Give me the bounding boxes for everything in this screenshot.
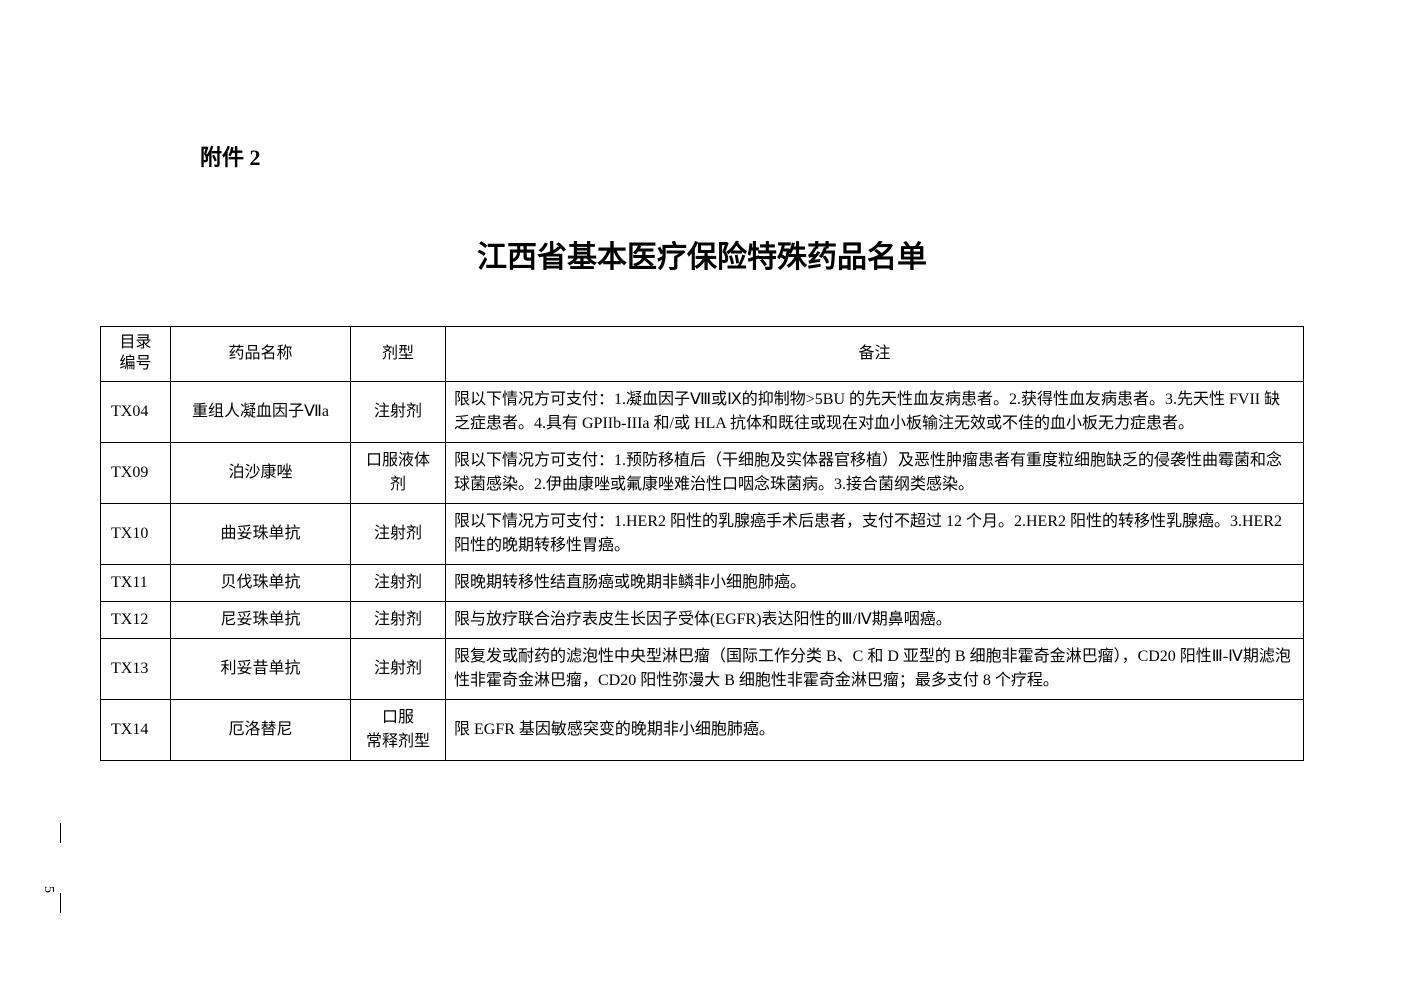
cell-note: 限复发或耐药的滤泡性中央型淋巴瘤（国际工作分类 B、C 和 D 亚型的 B 细胞… <box>446 638 1304 699</box>
header-name: 药品名称 <box>171 327 351 382</box>
cell-note: 限晚期转移性结直肠癌或晚期非鳞非小细胞肺癌。 <box>446 564 1304 601</box>
cell-note: 限以下情况方可支付：1.HER2 阳性的乳腺癌手术后患者，支付不超过 12 个月… <box>446 503 1304 564</box>
header-code: 目录编号 <box>101 327 171 382</box>
cell-name: 贝伐珠单抗 <box>171 564 351 601</box>
header-note: 备注 <box>446 327 1304 382</box>
attachment-label: 附件 2 <box>200 140 1304 172</box>
cell-name: 尼妥珠单抗 <box>171 601 351 638</box>
cell-name: 利妥昔单抗 <box>171 638 351 699</box>
cell-code: TX13 <box>101 638 171 699</box>
cell-note: 限以下情况方可支付：1.预防移植后（干细胞及实体器官移植）及恶性肿瘤患者有重度粒… <box>446 442 1304 503</box>
cell-form: 口服常释剂型 <box>351 699 446 760</box>
cell-form: 口服液体剂 <box>351 442 446 503</box>
drug-table: 目录编号 药品名称 剂型 备注 TX04重组人凝血因子Ⅶa注射剂限以下情况方可支… <box>100 326 1304 761</box>
cell-form: 注射剂 <box>351 381 446 442</box>
cell-form: 注射剂 <box>351 601 446 638</box>
table-row: TX04重组人凝血因子Ⅶa注射剂限以下情况方可支付：1.凝血因子Ⅷ或Ⅸ的抑制物>… <box>101 381 1304 442</box>
cell-form: 注射剂 <box>351 503 446 564</box>
header-form: 剂型 <box>351 327 446 382</box>
document-page: 附件 2 江西省基本医疗保险特殊药品名单 目录编号 药品名称 剂型 备注 TX0… <box>0 0 1404 811</box>
table-row: TX14厄洛替尼口服常释剂型限 EGFR 基因敏感突变的晚期非小细胞肺癌。 <box>101 699 1304 760</box>
table-row: TX10曲妥珠单抗注射剂限以下情况方可支付：1.HER2 阳性的乳腺癌手术后患者… <box>101 503 1304 564</box>
table-row: TX11贝伐珠单抗注射剂限晚期转移性结直肠癌或晚期非鳞非小细胞肺癌。 <box>101 564 1304 601</box>
cell-note: 限与放疗联合治疗表皮生长因子受体(EGFR)表达阳性的Ⅲ/Ⅳ期鼻咽癌。 <box>446 601 1304 638</box>
cell-note: 限 EGFR 基因敏感突变的晚期非小细胞肺癌。 <box>446 699 1304 760</box>
cell-name: 曲妥珠单抗 <box>171 503 351 564</box>
margin-bar <box>60 823 61 843</box>
cell-code: TX04 <box>101 381 171 442</box>
document-title: 江西省基本医疗保险特殊药品名单 <box>100 232 1304 276</box>
page-number: 5 <box>40 886 56 893</box>
table-row: TX12尼妥珠单抗注射剂限与放疗联合治疗表皮生长因子受体(EGFR)表达阳性的Ⅲ… <box>101 601 1304 638</box>
cell-code: TX11 <box>101 564 171 601</box>
cell-code: TX10 <box>101 503 171 564</box>
cell-note: 限以下情况方可支付：1.凝血因子Ⅷ或Ⅸ的抑制物>5BU 的先天性血友病患者。2.… <box>446 381 1304 442</box>
cell-code: TX12 <box>101 601 171 638</box>
cell-name: 重组人凝血因子Ⅶa <box>171 381 351 442</box>
margin-bar <box>60 893 61 913</box>
cell-code: TX09 <box>101 442 171 503</box>
cell-form: 注射剂 <box>351 638 446 699</box>
table-row: TX13利妥昔单抗注射剂限复发或耐药的滤泡性中央型淋巴瘤（国际工作分类 B、C … <box>101 638 1304 699</box>
table-row: TX09泊沙康唑口服液体剂限以下情况方可支付：1.预防移植后（干细胞及实体器官移… <box>101 442 1304 503</box>
cell-form: 注射剂 <box>351 564 446 601</box>
cell-name: 泊沙康唑 <box>171 442 351 503</box>
cell-code: TX14 <box>101 699 171 760</box>
cell-name: 厄洛替尼 <box>171 699 351 760</box>
table-header-row: 目录编号 药品名称 剂型 备注 <box>101 327 1304 382</box>
